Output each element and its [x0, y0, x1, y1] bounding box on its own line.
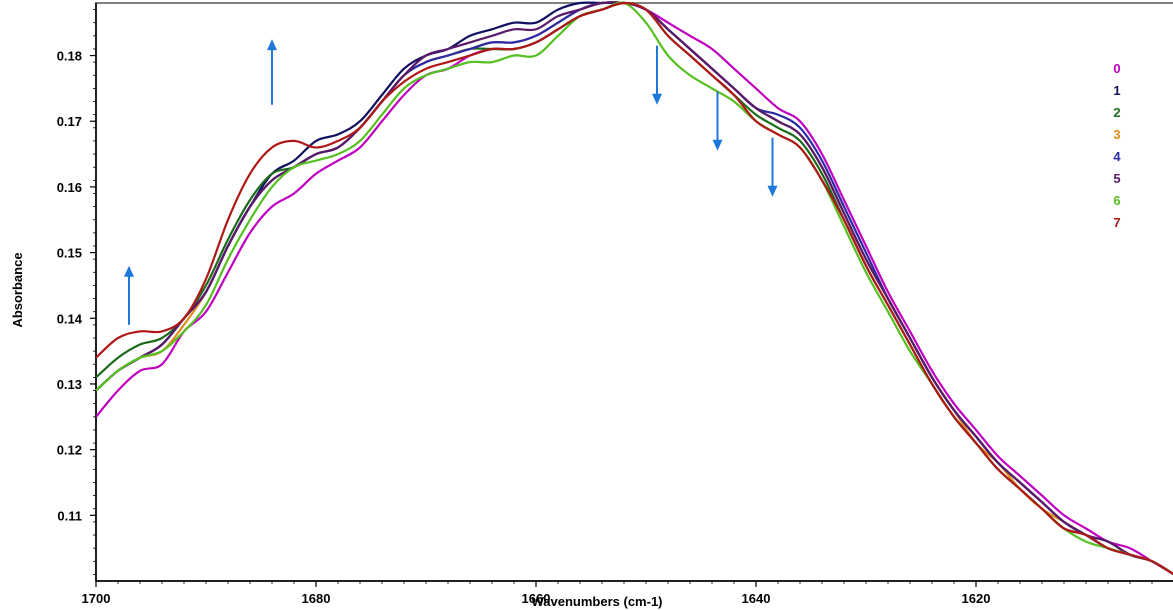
x-tick-label: 1700 — [82, 591, 111, 606]
x-axis-title: Wavenumbers (cm-1) — [532, 594, 663, 609]
y-tick-label: 0.13 — [57, 377, 82, 392]
x-tick-label: 1680 — [302, 591, 331, 606]
y-ticks: 0.11 0.12 0.13 0.14 0.15 0.16 0.17 0.18 — [57, 9, 96, 575]
series-line-7 — [95, 1, 1173, 576]
arrow-down — [767, 137, 778, 197]
legend-item-6: 6 — [1113, 193, 1120, 208]
legend-item-0: 0 — [1113, 61, 1120, 76]
arrow-down — [652, 45, 662, 105]
y-tick-label: 0.16 — [57, 180, 82, 195]
y-tick-label: 0.18 — [57, 49, 82, 64]
legend-item-5: 5 — [1113, 171, 1120, 186]
legend-item-4: 4 — [1113, 149, 1121, 164]
y-axis-title: Absorbance — [10, 252, 25, 327]
series-lines — [95, 1, 1173, 576]
y-tick-label: 0.17 — [57, 114, 82, 129]
y-tick-label: 0.12 — [57, 443, 82, 458]
legend-item-2: 2 — [1113, 105, 1120, 120]
arrow-down — [712, 91, 723, 151]
y-tick-label: 0.11 — [57, 508, 82, 523]
arrow-up — [267, 39, 277, 105]
x-tick-label: 1620 — [962, 591, 991, 606]
legend-item-3: 3 — [1113, 127, 1120, 142]
y-tick-label: 0.15 — [57, 246, 82, 261]
legend-item-7: 7 — [1113, 215, 1120, 230]
arrow-up — [124, 265, 134, 325]
plot-frame — [95, 2, 1173, 582]
x-tick-label: 1660 — [522, 591, 551, 606]
annotation-arrows — [124, 39, 778, 325]
legend: 0 1 2 3 4 5 6 7 — [1113, 61, 1121, 230]
x-tick-label: 1640 — [742, 591, 771, 606]
y-tick-label: 0.14 — [57, 311, 83, 326]
x-ticks: 1700 1680 1660 1640 1620 — [82, 581, 1153, 606]
legend-item-1: 1 — [1113, 83, 1120, 98]
